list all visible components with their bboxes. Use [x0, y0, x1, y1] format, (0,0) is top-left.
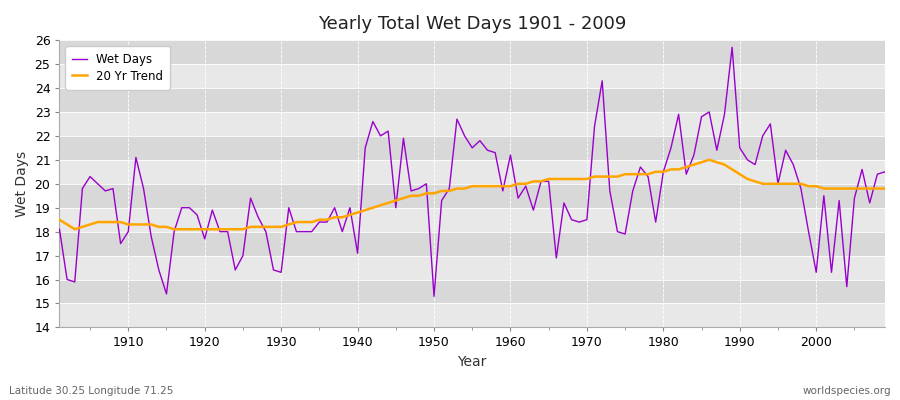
20 Yr Trend — [337, 215, 347, 220]
Wet Days — [284, 205, 294, 210]
Line: Wet Days: Wet Days — [59, 47, 885, 296]
Title: Yearly Total Wet Days 1901 - 2009: Yearly Total Wet Days 1901 - 2009 — [318, 15, 626, 33]
Wet Days — [879, 169, 890, 174]
20 Yr Trend — [69, 227, 80, 232]
Legend: Wet Days, 20 Yr Trend: Wet Days, 20 Yr Trend — [66, 46, 170, 90]
Wet Days — [428, 294, 439, 299]
Text: Latitude 30.25 Longitude 71.25: Latitude 30.25 Longitude 71.25 — [9, 386, 174, 396]
Wet Days — [726, 45, 737, 50]
Wet Days — [54, 227, 65, 232]
Bar — [59, 280, 885, 304]
Y-axis label: Wet Days: Wet Days — [15, 151, 29, 217]
20 Yr Trend — [123, 222, 134, 227]
Wet Days — [115, 241, 126, 246]
Bar — [59, 64, 885, 88]
Bar — [59, 184, 885, 208]
Wet Days — [505, 153, 516, 158]
Wet Days — [513, 196, 524, 200]
Bar — [59, 160, 885, 184]
Bar — [59, 256, 885, 280]
20 Yr Trend — [291, 220, 302, 224]
Wet Days — [605, 188, 616, 193]
20 Yr Trend — [605, 174, 616, 179]
Text: worldspecies.org: worldspecies.org — [803, 386, 891, 396]
20 Yr Trend — [704, 158, 715, 162]
Bar — [59, 304, 885, 328]
Bar — [59, 112, 885, 136]
20 Yr Trend — [879, 186, 890, 191]
Bar — [59, 136, 885, 160]
Bar — [59, 208, 885, 232]
20 Yr Trend — [505, 184, 516, 188]
Wet Days — [329, 205, 340, 210]
20 Yr Trend — [513, 181, 524, 186]
Bar — [59, 88, 885, 112]
Line: 20 Yr Trend: 20 Yr Trend — [59, 160, 885, 229]
20 Yr Trend — [54, 217, 65, 222]
X-axis label: Year: Year — [457, 355, 487, 369]
Bar — [59, 232, 885, 256]
Bar — [59, 40, 885, 64]
